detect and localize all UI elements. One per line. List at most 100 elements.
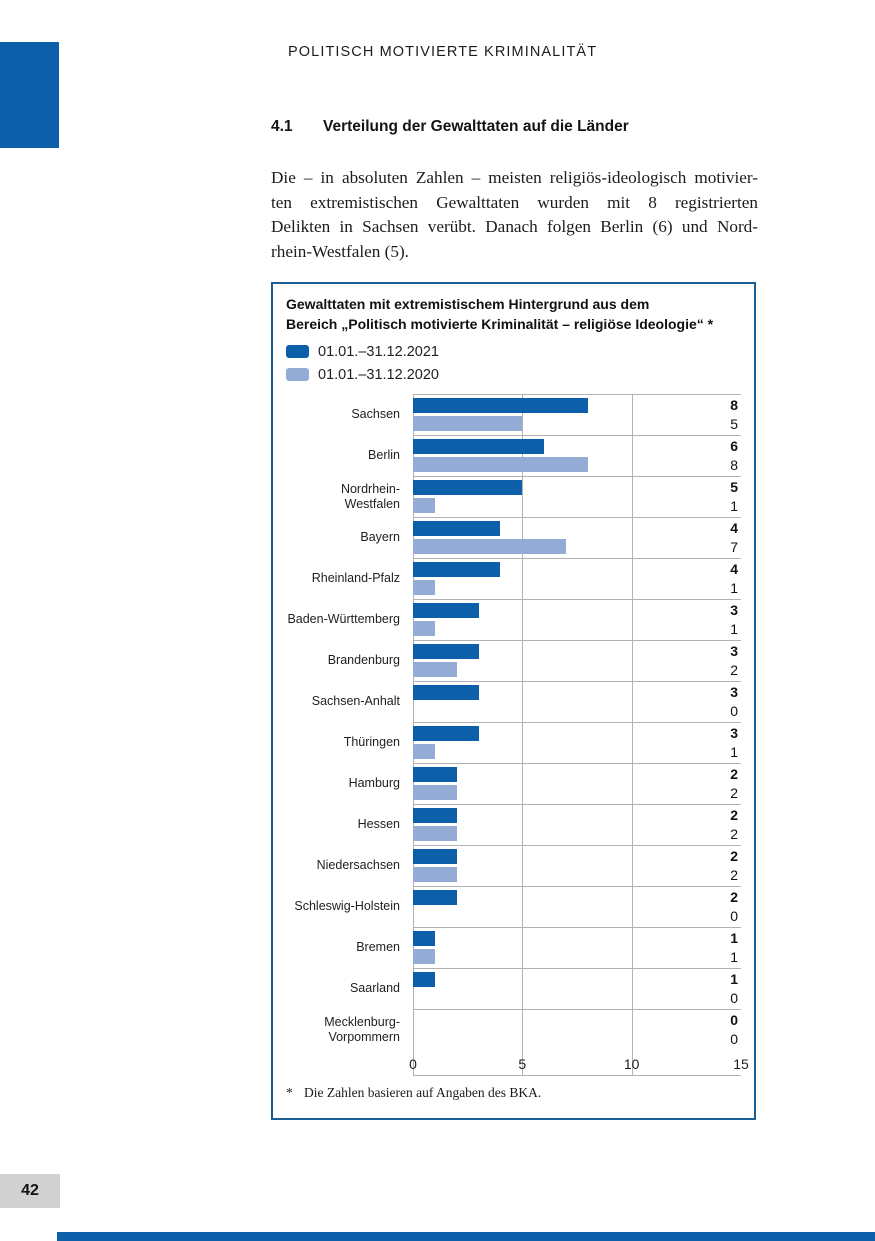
value-2020: 7 bbox=[730, 539, 738, 555]
bar-2021 bbox=[413, 931, 435, 946]
value-2020: 1 bbox=[730, 621, 738, 637]
axis-tick-label: 15 bbox=[733, 1056, 749, 1072]
plot-row: Sachsen-Anhalt 3 0 bbox=[286, 681, 741, 722]
row-label: Schleswig-Holstein bbox=[294, 899, 400, 913]
plot-row: Hamburg 2 2 bbox=[286, 763, 741, 804]
value-2020: 2 bbox=[730, 662, 738, 678]
section-number: 4.1 bbox=[271, 118, 293, 135]
plot-row: Schleswig-Holstein 2 0 bbox=[286, 886, 741, 927]
row-label: Rheinland-Pfalz bbox=[311, 571, 400, 585]
axis-spacer bbox=[286, 1050, 413, 1076]
value-2021: 4 bbox=[730, 520, 738, 536]
bar-2021 bbox=[413, 521, 501, 536]
footnote-text: Die Zahlen basieren auf Angaben des BKA. bbox=[304, 1085, 542, 1100]
bar-2020 bbox=[413, 498, 435, 513]
legend-item-2021: 01.01.–31.12.2021 bbox=[286, 340, 741, 363]
row-label: Hessen bbox=[357, 817, 400, 831]
value-2021: 0 bbox=[730, 1012, 738, 1028]
value-2021: 4 bbox=[730, 561, 738, 577]
plot-row: Nordrhein-Westfalen 5 1 bbox=[286, 476, 741, 517]
bar-2021 bbox=[413, 890, 457, 905]
plot-row: Baden-Württemberg 3 1 bbox=[286, 599, 741, 640]
plot-row: Brandenburg 3 2 bbox=[286, 640, 741, 681]
bar-2021 bbox=[413, 480, 523, 495]
value-2020: 2 bbox=[730, 826, 738, 842]
value-2020: 0 bbox=[730, 990, 738, 1006]
bar-2021 bbox=[413, 726, 479, 741]
plot-rows: Sachsen 8 5 Berlin 6 8 Nordrhein-Westfalen 5 1 Ba… bbox=[286, 394, 741, 1050]
chart-footnote: * Die Zahlen basieren auf Angaben des BK… bbox=[286, 1085, 741, 1101]
value-2021: 3 bbox=[730, 643, 738, 659]
row-label: Berlin bbox=[368, 448, 400, 462]
page-number: 42 bbox=[21, 1182, 39, 1199]
legend-swatch-2020-icon bbox=[286, 368, 309, 381]
bar-2020 bbox=[413, 785, 457, 800]
paragraph-line: ten extremistischen Gewalttaten wurden m… bbox=[271, 192, 758, 212]
row-label: Bayern bbox=[360, 530, 400, 544]
paragraph-line: Die – in absoluten Zahlen – meisten reli… bbox=[271, 168, 758, 187]
row-label: Sachsen bbox=[351, 407, 400, 421]
bar-2021 bbox=[413, 808, 457, 823]
paragraph-line: Delikten in Sachsen verübt. Danach folge… bbox=[271, 217, 758, 237]
chart-title: Gewalttaten mit extremistischem Hintergr… bbox=[286, 294, 741, 334]
axis-tick-label: 10 bbox=[623, 1056, 640, 1072]
plot-row: Sachsen 8 5 bbox=[286, 394, 741, 435]
row-label: Baden-Württemberg bbox=[287, 612, 400, 626]
value-2021: 8 bbox=[730, 397, 738, 413]
bar-2021 bbox=[413, 562, 501, 577]
value-2020: 0 bbox=[730, 703, 738, 719]
legend-swatch-2021-icon bbox=[286, 345, 309, 358]
bar-2020 bbox=[413, 580, 435, 595]
row-label: Brandenburg bbox=[327, 653, 400, 667]
value-2021: 2 bbox=[730, 848, 738, 864]
chart-panel: Gewalttaten mit extremistischem Hintergr… bbox=[271, 282, 756, 1120]
row-label: Thüringen bbox=[343, 735, 400, 749]
value-2020: 0 bbox=[730, 908, 738, 924]
section-title: Verteilung der Gewalttaten auf die Lände… bbox=[323, 118, 629, 135]
legend-label-2020: 01.01.–31.12.2020 bbox=[318, 366, 439, 383]
value-2021: 3 bbox=[730, 684, 738, 700]
bar-2020 bbox=[413, 621, 435, 636]
plot-row: Berlin 6 8 bbox=[286, 435, 741, 476]
body-paragraph: Die – in absoluten Zahlen – meisten reli… bbox=[271, 166, 758, 265]
plot-row: Bayern 4 7 bbox=[286, 517, 741, 558]
value-2021: 6 bbox=[730, 438, 738, 454]
value-2021: 2 bbox=[730, 889, 738, 905]
bar-2020 bbox=[413, 416, 523, 431]
value-2020: 1 bbox=[730, 580, 738, 596]
value-2021: 1 bbox=[730, 930, 738, 946]
plot-row: Mecklenburg-Vorpommern 0 0 bbox=[286, 1009, 741, 1050]
value-2020: 1 bbox=[730, 949, 738, 965]
value-2020: 8 bbox=[730, 457, 738, 473]
bar-2020 bbox=[413, 867, 457, 882]
value-2021: 1 bbox=[730, 971, 738, 987]
row-label: Nordrhein-Westfalen bbox=[340, 481, 400, 511]
row-label: Saarland bbox=[349, 981, 400, 995]
page-header-title: POLITISCH MOTIVIERTE KRIMINALITÄT bbox=[288, 44, 598, 60]
row-label: Sachsen-Anhalt bbox=[311, 694, 400, 708]
value-2020: 2 bbox=[730, 785, 738, 801]
row-label: Niedersachsen bbox=[316, 858, 400, 872]
bar-2021 bbox=[413, 972, 435, 987]
bar-2021 bbox=[413, 439, 545, 454]
plot-row: Saarland 1 0 bbox=[286, 968, 741, 1009]
x-axis: 0 5 10 15 bbox=[286, 1050, 749, 1076]
